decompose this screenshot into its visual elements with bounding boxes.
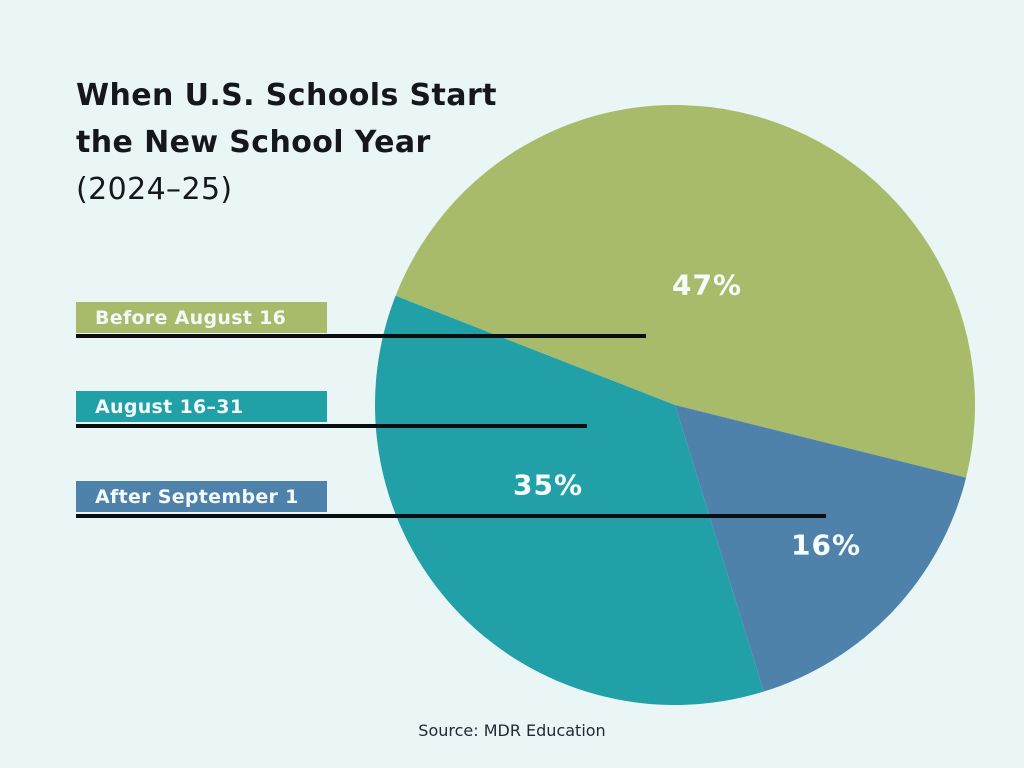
source-note: Source: MDR Education [418,721,606,740]
slice-value-before-august-16: 47% [671,268,743,302]
chart-title-line-2: the New School Year [76,125,431,160]
legend-item-august-16-31: August 16–31 [76,391,327,422]
leader-line-august-16-31 [76,424,587,428]
chart-title: When U.S. Schools Start the New School Y… [76,72,497,213]
legend-label-before-august-16: Before August 16 [95,306,287,329]
pie-slice-before-august-16 [395,104,976,478]
slice-value-after-september-1: 16% [790,528,862,562]
pie-slice-august-16-31 [374,295,764,706]
slice-value-august-16-31: 35% [512,468,584,502]
pie-slices [374,104,976,706]
legend-item-after-september-1: After September 1 [76,481,327,512]
pie-slice-after-september-1 [675,405,967,692]
legend-label-after-september-1: After September 1 [95,485,299,508]
leader-line-after-september-1 [76,514,826,518]
chart-title-line-1: When U.S. Schools Start [76,78,497,113]
legend-label-august-16-31: August 16–31 [95,395,244,418]
chart-title-year: (2024–25) [76,172,233,207]
legend-item-before-august-16: Before August 16 [76,302,327,333]
leader-line-before-august-16 [76,334,646,338]
